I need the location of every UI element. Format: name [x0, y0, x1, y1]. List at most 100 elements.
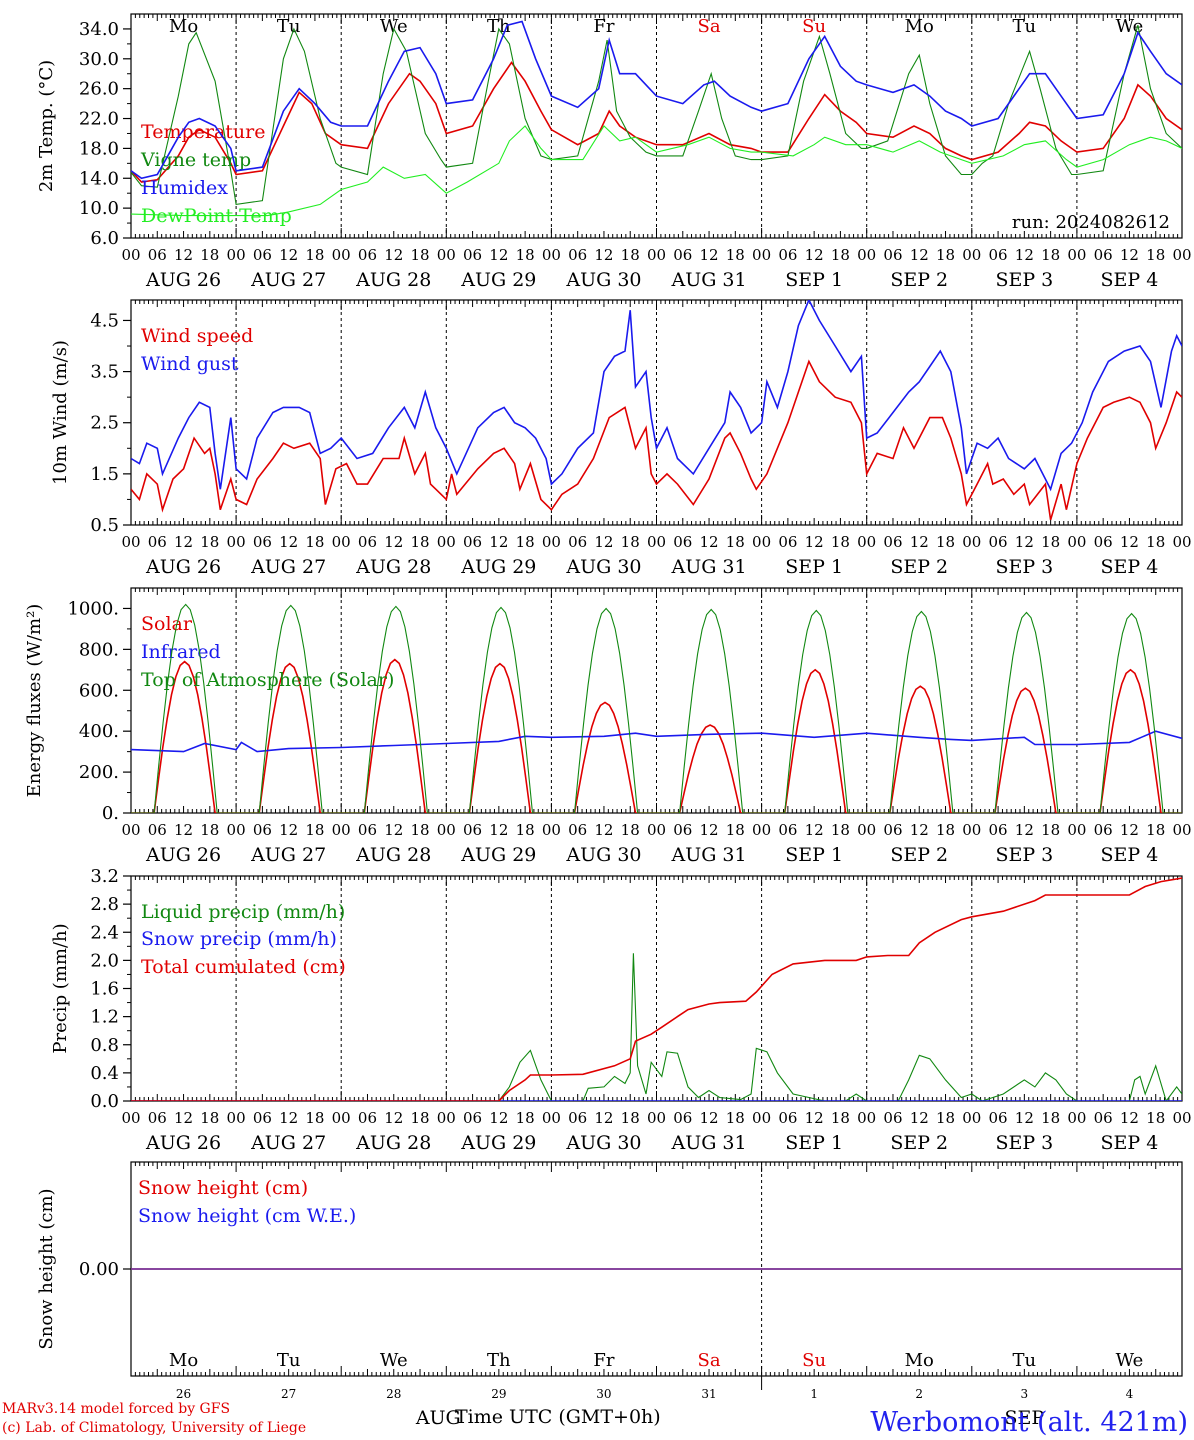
series-line — [131, 125, 1182, 217]
hour-label: 06 — [989, 246, 1008, 264]
hour-label: 06 — [253, 821, 272, 839]
panel-5: 0.00 Snow height (cm) Snow height (cm) Snow… — [36, 1161, 1183, 1429]
date-label: AUG 31 — [670, 1132, 746, 1154]
y-axis-label: 2m Temp. (°C) — [36, 60, 57, 192]
weekday-label: Fr — [593, 1350, 614, 1371]
hour-label: 06 — [148, 533, 167, 551]
date-label: SEP 4 — [1101, 556, 1159, 578]
hour-label: 06 — [463, 533, 482, 551]
y-tick-label: 2.0 — [90, 950, 119, 971]
y-tick-label: 0.4 — [90, 1063, 119, 1084]
weekday-label: We — [380, 1350, 408, 1371]
series-line — [131, 603, 1182, 813]
hour-label: 18 — [831, 821, 850, 839]
weekday-label: Mo — [169, 1350, 198, 1371]
hour-label: 12 — [279, 1109, 298, 1127]
y-axis-label: Precip (mm/h) — [50, 923, 71, 1053]
hour-label: 18 — [726, 246, 745, 264]
hour-label: 12 — [594, 821, 613, 839]
y-tick-label: 1.6 — [90, 979, 119, 1000]
hour-label: 12 — [489, 246, 508, 264]
weekday-label: Mo — [905, 16, 934, 37]
day-number-label: 3 — [1021, 1387, 1029, 1401]
hour-label: 18 — [1041, 246, 1060, 264]
hour-label: 06 — [883, 1109, 902, 1127]
date-label: AUG 30 — [565, 556, 641, 578]
weekday-label: We — [380, 16, 408, 37]
hour-label: 00 — [752, 533, 771, 551]
hour-label: 18 — [831, 246, 850, 264]
hour-label: 12 — [384, 1109, 403, 1127]
hour-label: 18 — [410, 246, 429, 264]
station-name: Werbomont (alt. 421m) — [870, 1407, 1188, 1438]
hour-label: 18 — [831, 533, 850, 551]
weekday-label: Tu — [277, 16, 301, 37]
hour-label: 06 — [673, 1109, 692, 1127]
y-tick-label: 1000. — [67, 598, 119, 619]
hour-label: 12 — [1015, 533, 1034, 551]
date-label: AUG 29 — [460, 844, 536, 866]
series-line — [131, 20, 1182, 180]
hour-label: 12 — [174, 821, 193, 839]
hour-label: 00 — [857, 533, 876, 551]
hour-label: 00 — [1172, 821, 1191, 839]
hour-label: 00 — [542, 821, 561, 839]
hour-label: 06 — [358, 821, 377, 839]
hour-label: 00 — [227, 1109, 246, 1127]
hour-label: 12 — [700, 821, 719, 839]
hour-label: 00 — [962, 1109, 981, 1127]
hour-label: 18 — [621, 1109, 640, 1127]
series-line — [131, 658, 1182, 813]
model-credit: MARv3.14 model forced by GFS — [2, 1401, 231, 1417]
y-tick-label: 0. — [102, 803, 119, 824]
y-tick-label: 3.2 — [90, 866, 119, 887]
hour-label: 00 — [857, 1109, 876, 1127]
legend-entry: Solar — [141, 613, 193, 635]
series-line — [131, 877, 1182, 1101]
weekday-label: Tu — [277, 1350, 301, 1371]
hour-label: 00 — [752, 1109, 771, 1127]
hour-label: 00 — [121, 533, 140, 551]
day-number-label: 28 — [386, 1387, 401, 1401]
hour-label: 12 — [805, 821, 824, 839]
legend-entry: Snow height (cm) — [138, 1177, 308, 1199]
hour-label: 06 — [253, 533, 272, 551]
hour-label: 00 — [542, 533, 561, 551]
weekday-label: Su — [802, 16, 826, 37]
hour-label: 06 — [358, 1109, 377, 1127]
hour-label: 18 — [410, 821, 429, 839]
hour-label: 06 — [673, 533, 692, 551]
date-label: AUG 26 — [145, 556, 221, 578]
y-tick-label: 3.5 — [90, 362, 119, 383]
hour-label: 12 — [489, 821, 508, 839]
hour-label: 12 — [805, 246, 824, 264]
date-label: SEP 1 — [785, 844, 843, 866]
hour-label: 00 — [1172, 533, 1191, 551]
weekday-label: Sa — [698, 1350, 721, 1371]
date-label: SEP 3 — [995, 269, 1053, 291]
date-label: SEP 2 — [890, 844, 948, 866]
hour-label: 18 — [726, 533, 745, 551]
hour-label: 00 — [437, 246, 456, 264]
hour-label: 12 — [279, 533, 298, 551]
date-label: AUG 27 — [250, 1132, 326, 1154]
date-label: AUG 30 — [565, 269, 641, 291]
date-label: SEP 1 — [785, 1132, 843, 1154]
y-tick-label: 1.5 — [90, 464, 119, 485]
y-tick-label: 0.00 — [79, 1259, 119, 1280]
hour-label: 18 — [726, 821, 745, 839]
day-number-label: 26 — [176, 1387, 191, 1401]
hour-label: 12 — [489, 1109, 508, 1127]
hour-label: 00 — [1067, 533, 1086, 551]
hour-label: 18 — [200, 1109, 219, 1127]
day-number-label: 29 — [491, 1387, 506, 1401]
y-axis-label: Energy fluxes (W/m²) — [24, 604, 45, 798]
date-label: AUG 28 — [355, 844, 431, 866]
date-label: AUG 29 — [460, 1132, 536, 1154]
hour-label: 12 — [700, 533, 719, 551]
series-line — [131, 25, 1182, 206]
hour-label: 18 — [1041, 533, 1060, 551]
legend-entry: Snow precip (mm/h) — [141, 928, 337, 950]
hour-label: 06 — [778, 246, 797, 264]
